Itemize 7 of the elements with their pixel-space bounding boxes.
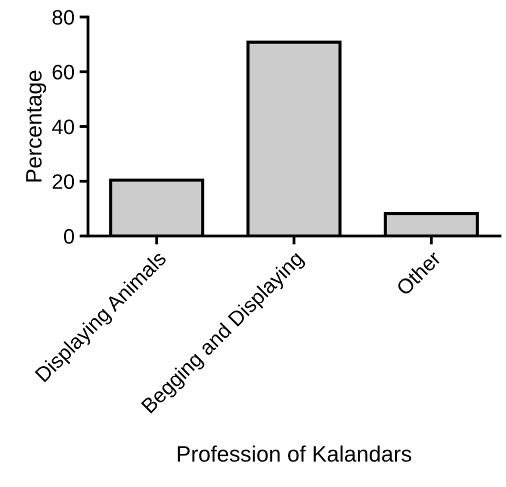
y-tick-label: 80 <box>52 10 74 25</box>
y-axis-title: Percentage <box>26 70 46 182</box>
y-tick-label: 0 <box>64 229 74 244</box>
y-tick-label: 20 <box>52 174 74 190</box>
y-tick-label: 40 <box>52 120 74 134</box>
y-tick-label: 60 <box>52 64 74 80</box>
x-axis-title: Profession of Kalandars <box>178 445 412 462</box>
